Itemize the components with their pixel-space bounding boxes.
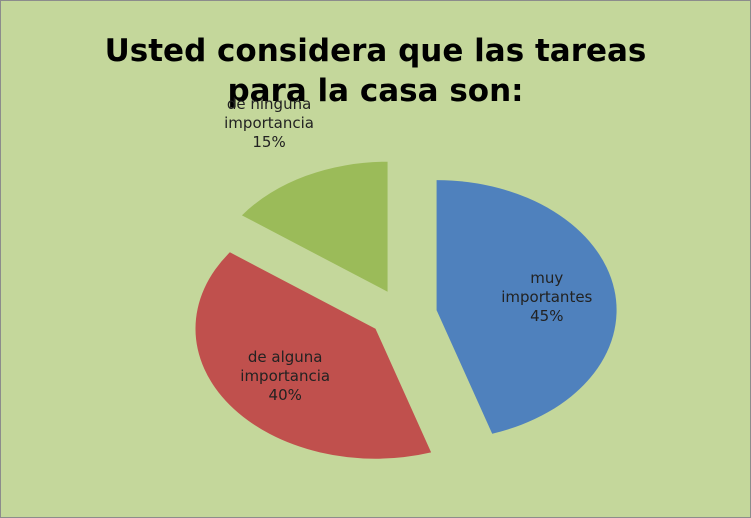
value-label: 45%	[530, 306, 564, 325]
category-label: muy importantes	[501, 268, 593, 306]
slice-label: de ninguna importancia 15%	[214, 95, 324, 152]
pie-slice	[436, 180, 617, 434]
category-label: de alguna importancia	[240, 347, 331, 385]
pie-slice	[241, 161, 388, 292]
value-label: 15%	[252, 133, 286, 152]
category-label: de ninguna importancia	[224, 95, 314, 133]
title-box: Usted considera que las tareas para la c…	[1, 31, 750, 111]
pie-slice	[195, 252, 432, 459]
slice-label: muy importantes 45%	[492, 269, 602, 326]
chart-title: Usted considera que las tareas para la c…	[104, 33, 647, 109]
slice-label: de alguna importancia 40%	[230, 348, 340, 405]
value-label: 40%	[268, 385, 302, 404]
